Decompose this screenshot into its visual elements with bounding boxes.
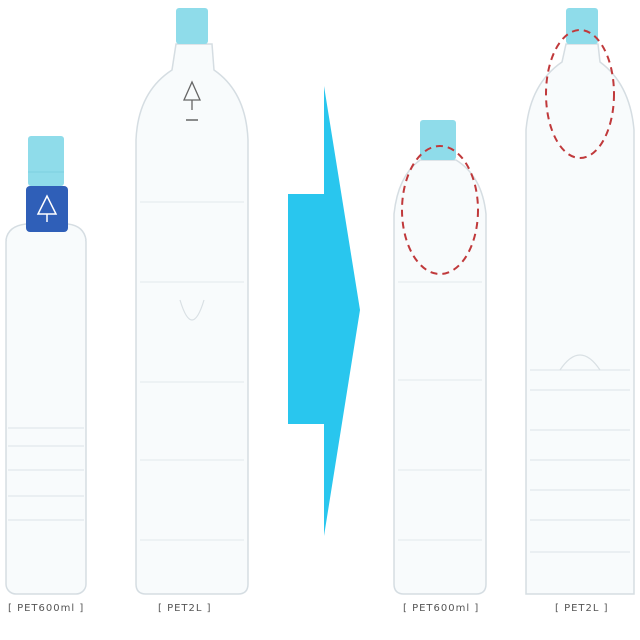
bottle-cap	[28, 136, 64, 186]
bottle-body	[5, 231, 87, 595]
bottle-cap	[176, 8, 208, 44]
recycle-icon	[36, 194, 58, 222]
caption-pet600ml-after: [ PET600ml ]	[403, 603, 480, 614]
neck-label-band	[26, 186, 68, 232]
caption-pet2l-after: [ PET2L ]	[555, 603, 609, 614]
bottle-body	[525, 43, 635, 595]
recycle-icon	[182, 80, 202, 110]
bottle-ribs	[398, 281, 482, 541]
highlight-circle	[545, 29, 615, 159]
bottle-ribs	[8, 427, 84, 521]
bottle-body	[135, 43, 249, 595]
highlight-circle	[401, 145, 479, 275]
caption-pet600ml-before: [ PET600ml ]	[8, 603, 85, 614]
caption-pet2l-before: [ PET2L ]	[158, 603, 212, 614]
bottle-ribs	[140, 201, 244, 541]
bottle-cap	[566, 8, 598, 44]
bottle-pet2l-before	[135, 8, 249, 595]
bottle-pet600ml-after	[393, 120, 487, 595]
bottle-pet2l-after	[525, 8, 635, 595]
arrow-right-icon	[288, 86, 360, 536]
bottle-ribs	[530, 369, 630, 553]
bottle-pet600ml-before	[5, 136, 87, 595]
bottle-cap	[420, 120, 456, 160]
bottle-body	[393, 159, 487, 595]
